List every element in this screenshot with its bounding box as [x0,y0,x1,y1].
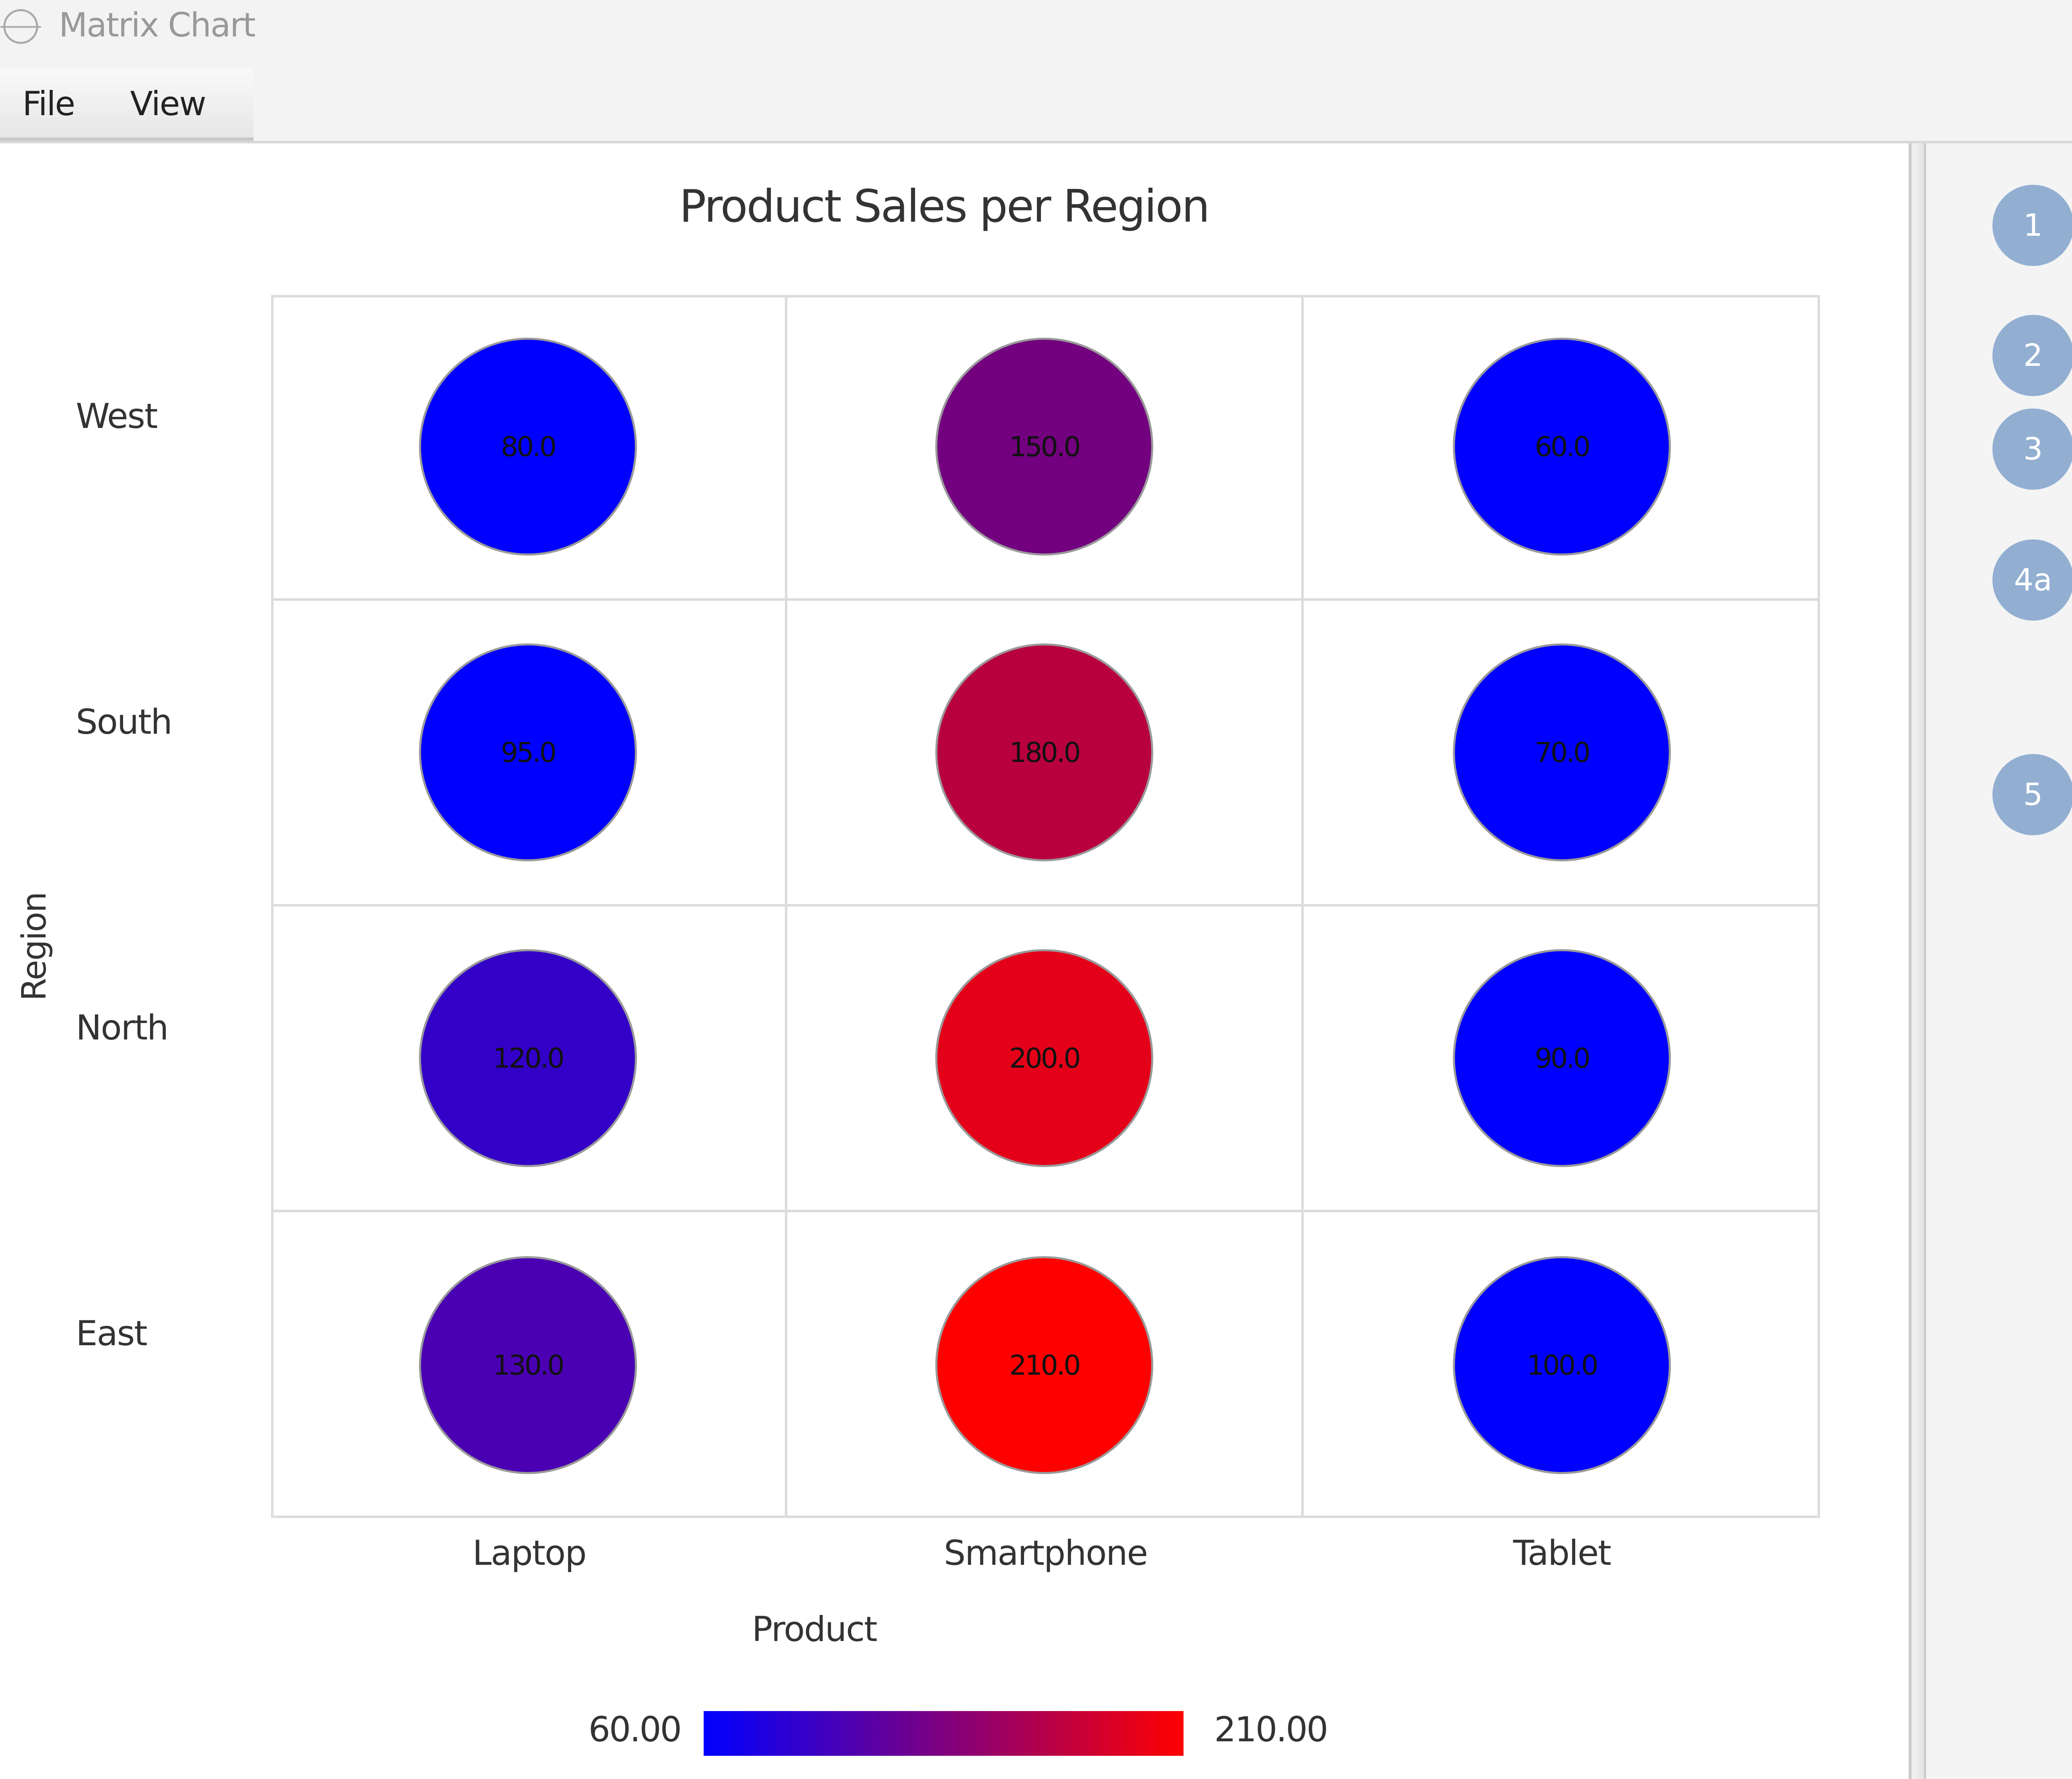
y-axis-title: Region [15,892,53,1001]
annotation-badge-4a: 4a [1992,539,2072,621]
cell-value: 120.0 [493,1042,565,1074]
row-label-south: South [76,702,172,742]
annotation-badge-5: 5 [1992,754,2072,835]
cell-value: 180.0 [1009,736,1081,769]
menu-bar: File View [0,69,2072,143]
value-bubble[interactable]: 120.0 [421,951,635,1165]
cell-value: 210.0 [1009,1349,1081,1381]
window-title: Matrix Chart [59,6,256,44]
cell-value: 90.0 [1535,1042,1591,1074]
matrix-cell: 70.0 [1304,601,1820,906]
value-bubble[interactable]: 80.0 [421,340,635,554]
value-bubble[interactable]: 70.0 [1455,645,1669,859]
menu-view[interactable]: View [130,85,206,123]
app-icon [0,9,41,44]
legend-min-label: 60.00 [588,1709,682,1750]
matrix-cell: 60.0 [1304,295,1820,601]
matrix-cell: 100.0 [1304,1212,1820,1518]
chart-area: Product Sales per Region Region West Sou… [0,143,1909,1779]
matrix-cell: 80.0 [271,295,787,601]
value-bubble[interactable]: 200.0 [937,951,1151,1165]
col-label-smartphone: Smartphone [944,1533,1148,1573]
col-label-laptop: Laptop [472,1533,587,1573]
matrix-cell: 95.0 [271,601,787,906]
split-pane-divider[interactable] [1909,143,1926,1779]
value-bubble[interactable]: 210.0 [937,1258,1151,1472]
cell-value: 150.0 [1009,430,1081,463]
row-label-north: North [76,1008,169,1048]
settings-panel: 1 2 3 4a 5 Show Legend Value: Numerical … [1926,143,2072,1779]
cell-value: 60.0 [1535,430,1591,463]
value-bubble[interactable]: 150.0 [937,340,1151,554]
value-bubble[interactable]: 60.0 [1455,340,1669,554]
menu-file[interactable]: File [22,85,75,123]
value-bubble[interactable]: 95.0 [421,645,635,859]
row-label-east: East [76,1313,148,1354]
matrix-cell: 130.0 [271,1212,787,1518]
x-axis-title: Product [752,1609,877,1649]
matrix-cell: 200.0 [787,906,1304,1212]
cell-value: 200.0 [1009,1042,1081,1074]
background-color-label: Background Color: [1926,657,2072,697]
matrix-cell: 180.0 [787,601,1304,906]
legend-max-label: 210.00 [1214,1709,1328,1750]
menu-group: File View [0,69,254,141]
value-bubble[interactable]: 100.0 [1455,1258,1669,1472]
cell-value: 100.0 [1527,1349,1599,1381]
annotation-badge-2: 2 [1992,315,2072,396]
matrix-cell: 150.0 [787,295,1304,601]
matrix-grid: 80.0 150.0 60.0 95.0 180.0 70.0 120.0 200.0 90.0… [271,295,1820,1518]
cell-value: 70.0 [1535,736,1591,769]
annotation-badge-1: 1 [1992,185,2072,266]
title-bar: Matrix Chart [0,0,2072,69]
matrix-cell: 210.0 [787,1212,1304,1518]
chart-title: Product Sales per Region [679,181,1210,232]
row-label-west: West [76,396,158,436]
matrix-cell: 90.0 [1304,906,1820,1212]
value-bubble[interactable]: 130.0 [421,1258,635,1472]
value-bubble[interactable]: 180.0 [937,645,1151,859]
col-label-tablet: Tablet [1513,1533,1611,1573]
annotation-badge-3: 3 [1992,408,2072,490]
cell-value: 130.0 [493,1349,565,1381]
legend-color-bar [704,1711,1184,1756]
value-bubble[interactable]: 90.0 [1455,951,1669,1165]
cell-value: 95.0 [501,736,557,769]
matrix-cell: 120.0 [271,906,787,1212]
cell-value: 80.0 [501,430,557,463]
